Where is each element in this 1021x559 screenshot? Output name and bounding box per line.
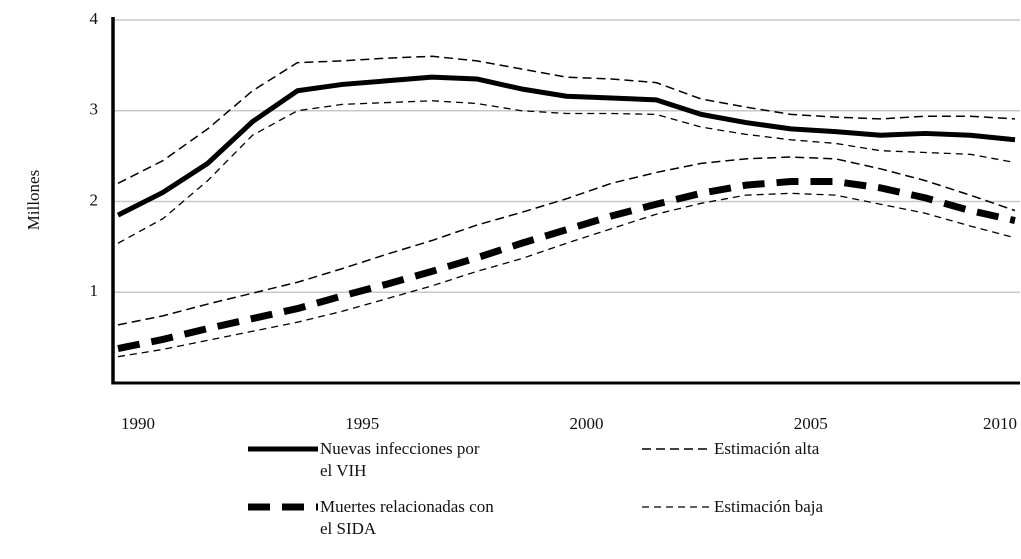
y-tick-label: 3 — [90, 100, 99, 119]
y-tick-label: 4 — [90, 9, 99, 28]
x-tick-label: 2005 — [794, 414, 828, 433]
y-tick-label: 2 — [90, 190, 99, 209]
x-tick-label: 2000 — [570, 414, 604, 433]
high-estimate-line — [117, 55, 1016, 185]
legend-label: Muertes relacionadas con el SIDA — [320, 497, 494, 538]
high-estimate-line — [117, 156, 1016, 326]
low-estimate-line — [117, 100, 1016, 244]
x-tick-label: 1995 — [345, 414, 379, 433]
series-line — [117, 178, 1016, 352]
x-tick-label: 2010 — [983, 414, 1017, 433]
y-tick-label: 1 — [90, 281, 99, 300]
legend-label: Estimación baja — [714, 497, 824, 516]
low-estimate-line — [117, 192, 1016, 358]
legend-label: Estimación alta — [714, 439, 820, 458]
series-line — [116, 74, 1016, 218]
legend-label: Nuevas infecciones por el VIH — [320, 439, 480, 480]
x-tick-label: 1990 — [121, 414, 155, 433]
y-axis-label: Millones — [24, 170, 43, 230]
